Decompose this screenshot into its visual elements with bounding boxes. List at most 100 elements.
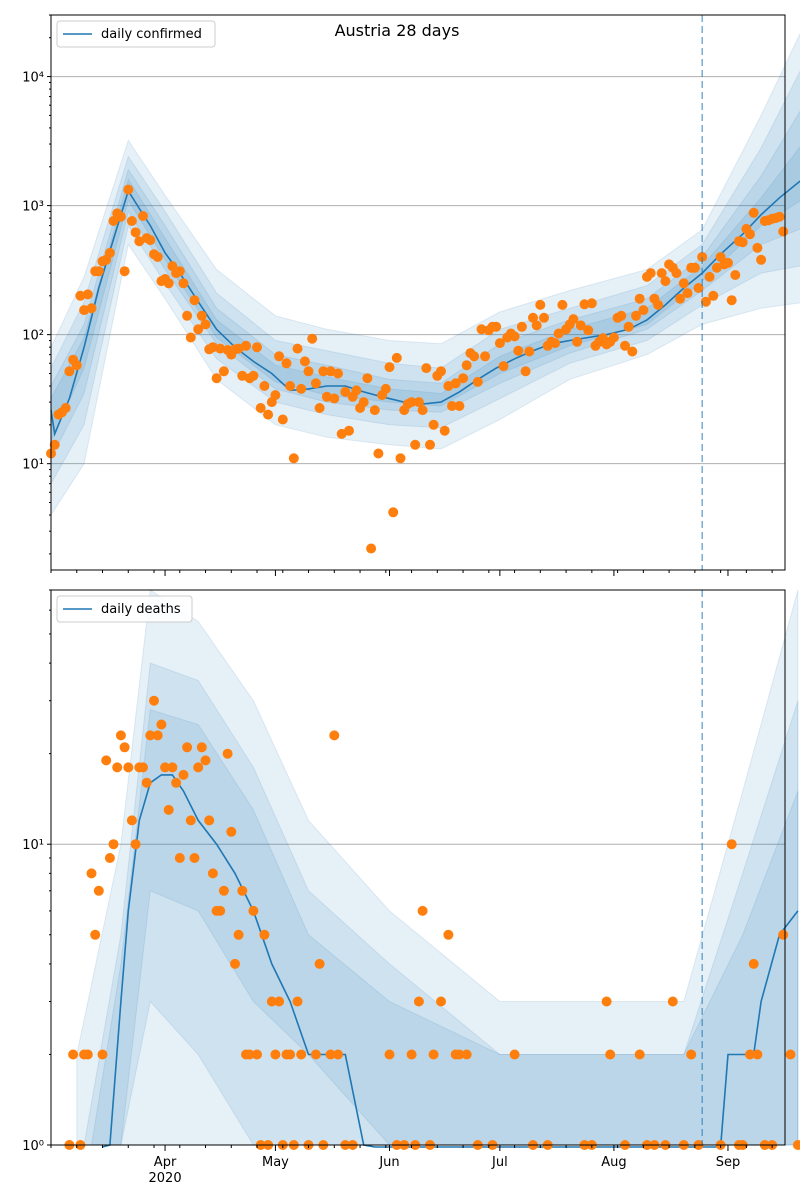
- data-point: [274, 996, 285, 1007]
- data-point: [380, 383, 391, 394]
- data-point: [704, 271, 715, 282]
- data-point: [204, 815, 215, 826]
- data-point: [237, 885, 248, 896]
- data-point: [428, 419, 439, 430]
- data-point: [682, 288, 693, 299]
- data-point: [126, 216, 137, 226]
- data-point: [428, 1049, 439, 1060]
- data-point: [454, 401, 465, 411]
- data-point: [520, 366, 531, 377]
- data-point: [288, 453, 299, 464]
- data-point: [476, 324, 487, 335]
- x-tick-label: Aug: [601, 1155, 626, 1170]
- data-point: [557, 299, 568, 310]
- data-point: [421, 363, 432, 374]
- data-point: [252, 342, 262, 353]
- data-point: [366, 543, 377, 554]
- data-point: [75, 290, 86, 301]
- data-point: [395, 453, 406, 464]
- data-point: [71, 360, 82, 371]
- data-point: [174, 853, 185, 863]
- data-point: [193, 324, 204, 335]
- data-point: [634, 1049, 645, 1060]
- data-point: [436, 996, 446, 1007]
- confirmed-frame: [50, 14, 786, 571]
- data-point: [248, 370, 259, 381]
- data-point: [627, 346, 638, 357]
- data-point: [263, 409, 274, 420]
- data-point: [638, 305, 649, 316]
- data-point: [325, 1049, 336, 1060]
- data-point: [185, 332, 196, 343]
- data-point: [340, 386, 351, 397]
- data-point: [163, 804, 174, 815]
- data-point: [620, 340, 630, 351]
- data-point: [528, 312, 538, 323]
- data-point: [119, 742, 130, 753]
- data-point: [752, 242, 763, 253]
- data-point: [748, 207, 759, 218]
- data-point: [285, 1049, 296, 1060]
- data-point: [723, 257, 733, 268]
- y-tick-label: 10²: [22, 329, 44, 344]
- data-point: [568, 314, 579, 325]
- data-point: [160, 762, 171, 773]
- data-point: [384, 1049, 395, 1060]
- data-point: [281, 358, 292, 369]
- data-point: [333, 368, 343, 379]
- data-point: [49, 439, 60, 450]
- data-point: [207, 868, 218, 879]
- uncertainty-band-3: [90, 709, 799, 1146]
- data-point: [425, 439, 435, 450]
- data-point: [138, 762, 148, 773]
- data-point: [778, 226, 789, 237]
- data-point: [605, 1049, 616, 1060]
- data-point: [189, 853, 200, 863]
- y-tick-label: 10¹: [22, 838, 44, 853]
- data-point: [145, 235, 156, 246]
- data-point: [189, 295, 200, 306]
- data-point: [86, 868, 97, 879]
- data-point: [233, 929, 244, 940]
- data-point: [167, 762, 178, 773]
- data-point: [417, 405, 428, 416]
- deaths-y-ticks: 10⁰ 10¹: [22, 589, 51, 1154]
- data-point: [215, 343, 226, 354]
- y-tick-label: 10⁰: [22, 1139, 44, 1154]
- data-point: [583, 325, 594, 336]
- data-point: [461, 360, 472, 371]
- data-point: [182, 310, 193, 321]
- confirmed-panel: 10¹ 10² 10³ 10⁴ Austria 28 days daily confi…: [22, 14, 800, 576]
- data-point: [333, 1049, 343, 1060]
- x-tick-label: Jul: [491, 1155, 508, 1170]
- data-point: [586, 298, 597, 309]
- data-point: [362, 373, 373, 384]
- data-point: [708, 290, 719, 301]
- data-point: [774, 211, 785, 222]
- data-point: [550, 338, 561, 349]
- data-point: [266, 996, 277, 1007]
- chart-title: Austria 28 days: [335, 21, 460, 40]
- data-point: [93, 266, 104, 277]
- data-point: [255, 403, 266, 413]
- data-point: [329, 730, 340, 741]
- y-tick-label: 10⁴: [22, 71, 44, 86]
- data-point: [274, 351, 285, 362]
- data-point: [480, 351, 491, 362]
- data-point: [314, 958, 325, 969]
- data-point: [660, 276, 671, 287]
- data-point: [631, 310, 641, 321]
- data-point: [344, 425, 354, 436]
- data-point: [196, 742, 207, 753]
- data-point: [715, 252, 726, 262]
- data-point: [211, 373, 222, 384]
- data-point: [491, 321, 502, 332]
- y-tick-label: 10³: [22, 200, 44, 215]
- data-point: [259, 381, 270, 391]
- data-point: [351, 385, 362, 396]
- data-point: [748, 958, 759, 969]
- data-point: [439, 425, 450, 436]
- data-point: [182, 742, 193, 753]
- data-point: [130, 839, 141, 850]
